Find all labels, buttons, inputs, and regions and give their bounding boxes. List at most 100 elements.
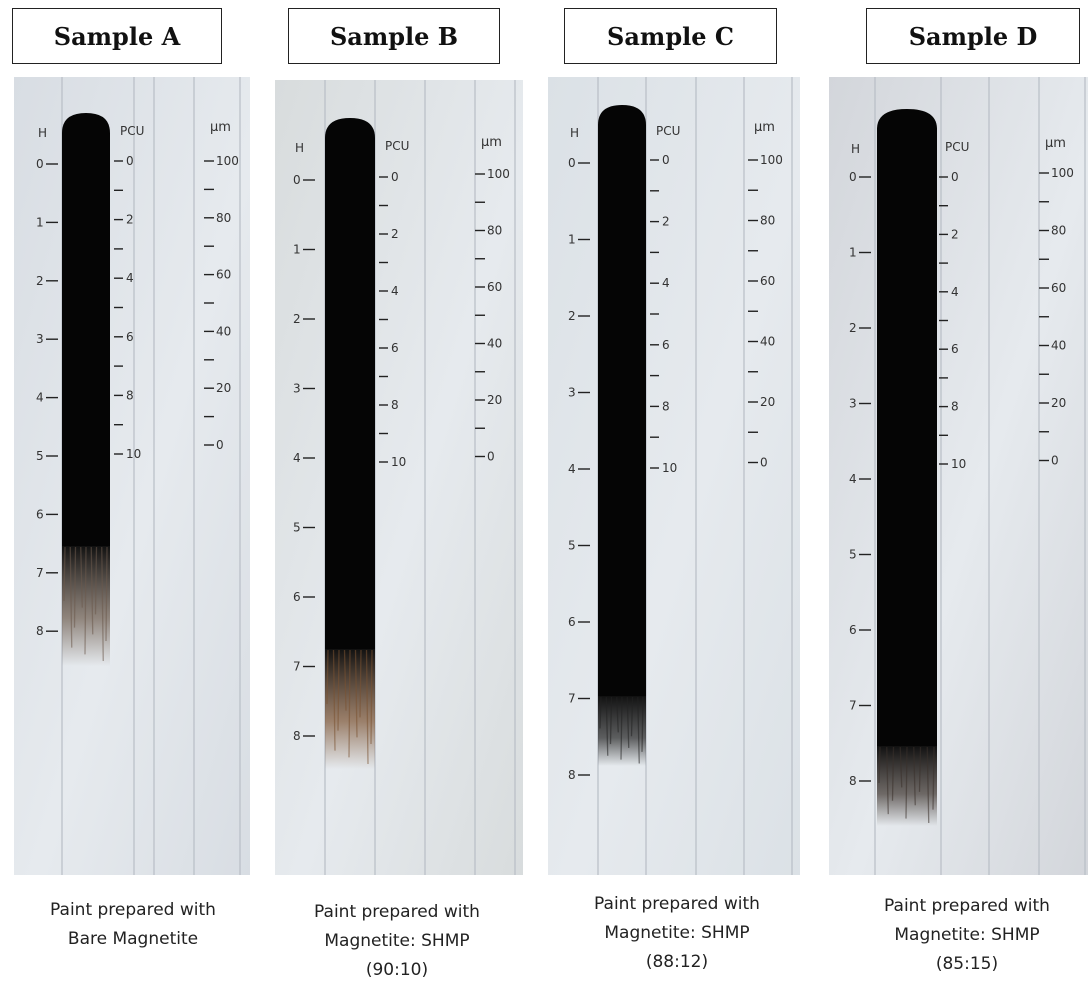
paint-streak-fringe-line: [359, 649, 362, 718]
paint-streak-fringe-line: [73, 546, 77, 628]
gauge-background: [14, 77, 250, 875]
h-tick-label: 2: [293, 312, 301, 326]
pcu-tick-label: 6: [391, 341, 399, 355]
pcu-tick-label: 8: [391, 398, 399, 412]
pcu-tick-label: 4: [126, 271, 134, 285]
paint-streak-fringe-line: [599, 696, 602, 729]
paint-streak-fringe-line: [337, 649, 340, 731]
gauge-background: [548, 77, 800, 875]
h-tick-label: 4: [293, 451, 301, 465]
um-tick-label: 0: [760, 456, 768, 470]
caption-line: (88:12): [645, 952, 709, 972]
pcu-tick-label: 10: [662, 461, 677, 475]
gauge-background: [275, 80, 523, 875]
pcu-tick-label: 8: [951, 400, 959, 414]
scale-header-pcu: PCU: [656, 124, 680, 138]
paint-streak-fringe-line: [609, 696, 613, 745]
caption-line: Paint prepared with: [50, 900, 216, 920]
scale-header-pcu: PCU: [120, 124, 144, 138]
pcu-tick-label: 6: [126, 330, 134, 344]
h-tick-label: 7: [36, 566, 44, 580]
paint-streak-fringe-line: [878, 746, 881, 784]
um-tick-label: 40: [487, 337, 502, 351]
pcu-tick-label: 2: [951, 227, 959, 241]
paint-streak-fringe-line: [616, 696, 619, 733]
um-tick-label: 40: [216, 324, 231, 338]
paint-streak-fringe-line: [101, 546, 104, 662]
um-tick-label: 100: [216, 154, 239, 168]
paint-streak-fringe-line: [80, 546, 83, 608]
h-tick-label: 0: [568, 156, 576, 170]
h-tick-label: 2: [568, 309, 576, 323]
pcu-tick-label: 8: [662, 399, 670, 413]
pcu-tick-label: 10: [391, 455, 406, 469]
paint-streak-fringe-line: [90, 546, 94, 635]
um-tick-label: 80: [216, 211, 231, 225]
caption-line: (85:15): [935, 954, 999, 974]
um-tick-label: 40: [1051, 339, 1066, 353]
h-tick-label: 7: [293, 660, 301, 674]
sample-b-title: Sample B: [288, 8, 500, 64]
h-tick-label: 6: [36, 507, 44, 521]
um-tick-label: 0: [216, 438, 224, 452]
paint-streak-fringe-line: [626, 696, 630, 748]
pcu-tick-label: 4: [662, 276, 670, 290]
paint-streak-fringe-line: [913, 746, 916, 806]
paint-streak-fringe-line: [69, 546, 73, 648]
caption-line: Paint prepared with: [594, 894, 760, 914]
sample-d-caption: Paint prepared with Magnetite: SHMP (85:…: [842, 892, 1088, 979]
paint-streak-fringe-line: [343, 649, 347, 711]
um-tick-label: 60: [760, 274, 775, 288]
h-tick-label: 2: [36, 274, 44, 288]
h-tick-label: 0: [849, 170, 857, 184]
um-tick-label: 100: [760, 153, 783, 167]
pcu-tick-label: 0: [391, 170, 399, 184]
pcu-tick-label: 8: [126, 388, 134, 402]
paint-streak-fringe-line: [94, 546, 98, 615]
h-tick-label: 0: [293, 173, 301, 187]
paint-streak-fringe-line: [899, 746, 903, 788]
h-tick-label: 6: [568, 615, 576, 629]
h-tick-label: 4: [568, 462, 576, 476]
scale-header-um: μm: [1045, 136, 1066, 151]
h-tick-label: 5: [568, 539, 576, 553]
sample-a-gauge-photo: H PCU μm 0 1 2 3 4 5 6 7 8 0 2 4 6 8 10 100 80 60 40 20 0: [14, 77, 250, 875]
pcu-tick-label: 4: [951, 285, 959, 299]
sample-b-gauge-photo: H PCU μm 0 1 2 3 4 5 6 7 8 0 2 4 6 8 10 100 80 60 40 20 0: [275, 80, 523, 875]
h-tick-label: 5: [293, 521, 301, 535]
scale-header-pcu: PCU: [945, 140, 969, 154]
scale-header-h: H: [38, 126, 47, 140]
um-tick-label: 20: [216, 381, 231, 395]
sample-a-caption: Paint prepared with Bare Magnetite: [8, 896, 258, 954]
paint-streak-fringe-line: [637, 696, 640, 764]
pcu-tick-label: 2: [126, 213, 134, 227]
um-tick-label: 80: [760, 214, 775, 228]
scale-header-um: μm: [754, 120, 775, 135]
scale-header-h: H: [570, 126, 579, 140]
um-tick-label: 100: [487, 167, 510, 181]
paint-streak-fringe-line: [326, 649, 329, 705]
paint-streak-fringe-line: [641, 696, 644, 752]
paint-streak-fringe-line: [630, 696, 634, 737]
caption-line: Paint prepared with: [884, 896, 1050, 916]
paint-streak-fringe-line: [348, 649, 351, 758]
h-tick-label: 1: [849, 246, 857, 260]
h-tick-label: 3: [849, 397, 857, 411]
h-tick-label: 8: [849, 774, 857, 788]
h-tick-label: 5: [36, 449, 44, 463]
paint-streak-fringe-line: [605, 696, 609, 756]
paint-streak-fringe-line: [354, 649, 358, 738]
sample-c-caption: Paint prepared with Magnetite: SHMP (88:…: [552, 890, 802, 977]
scale-header-h: H: [295, 141, 304, 155]
pcu-tick-label: 10: [951, 457, 966, 471]
sample-b-caption: Paint prepared with Magnetite: SHMP (90:…: [272, 898, 522, 985]
paint-streak-fringe-line: [370, 649, 373, 745]
h-tick-label: 6: [293, 590, 301, 604]
paint-streak-fringe-line: [918, 746, 922, 792]
sample-d-title: Sample D: [866, 8, 1080, 64]
paint-streak: [62, 113, 110, 547]
paint-streak-fringe-line: [332, 649, 336, 751]
paint-streak-fringe-line: [620, 696, 623, 760]
